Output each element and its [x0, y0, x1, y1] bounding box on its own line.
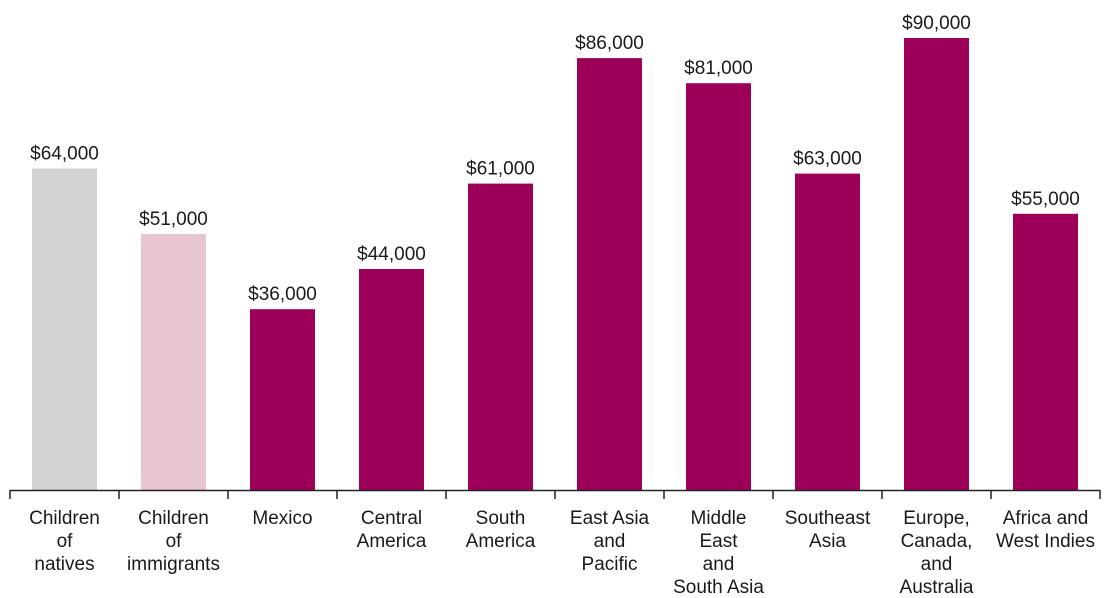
- bar: [795, 173, 860, 490]
- bar: [904, 38, 969, 490]
- bars-layer: [32, 38, 1078, 491]
- bar: [250, 309, 315, 490]
- category-tick-label: Mexico: [252, 508, 312, 529]
- category-tick-label: Children of immigrants: [127, 508, 220, 575]
- bar: [32, 168, 97, 490]
- bar-value-label: $55,000: [1011, 189, 1080, 210]
- bar: [1013, 213, 1078, 491]
- category-tick-label: Africa and West Indies: [996, 508, 1095, 552]
- category-tick-label: Southeast Asia: [785, 508, 871, 552]
- bar: [468, 183, 533, 490]
- category-tick-label: Europe, Canada, and Australia: [900, 508, 974, 598]
- category-tick-label: Children of natives: [29, 508, 100, 575]
- category-tick-label: Central America: [357, 508, 427, 552]
- tick-marks-layer: [9, 490, 1101, 499]
- value-labels-layer: $64,000 $51,000 $36,000 $44,000 $61,000 $86,0…: [30, 13, 1080, 305]
- bar-value-label: $51,000: [139, 209, 208, 230]
- category-tick-label: Middle East and South Asia: [673, 508, 764, 598]
- bar-value-label: $86,000: [575, 33, 644, 54]
- category-tick-label: East Asia and Pacific: [570, 508, 650, 575]
- bar-value-label: $81,000: [684, 58, 753, 79]
- bar-value-label: $44,000: [357, 244, 426, 265]
- bar: [686, 83, 751, 490]
- category-tick-label: South America: [466, 508, 536, 552]
- bar-value-label: $63,000: [793, 149, 862, 170]
- bar: [141, 233, 206, 490]
- bar-value-label: $90,000: [902, 13, 971, 34]
- bar-value-label: $64,000: [30, 144, 99, 165]
- bar: [577, 58, 642, 490]
- tick-labels-layer: Children of natives Children of immigrants Mex…: [29, 508, 1095, 598]
- bar-value-label: $36,000: [248, 284, 317, 305]
- bar-value-label: $61,000: [466, 159, 535, 180]
- bar: [359, 269, 424, 490]
